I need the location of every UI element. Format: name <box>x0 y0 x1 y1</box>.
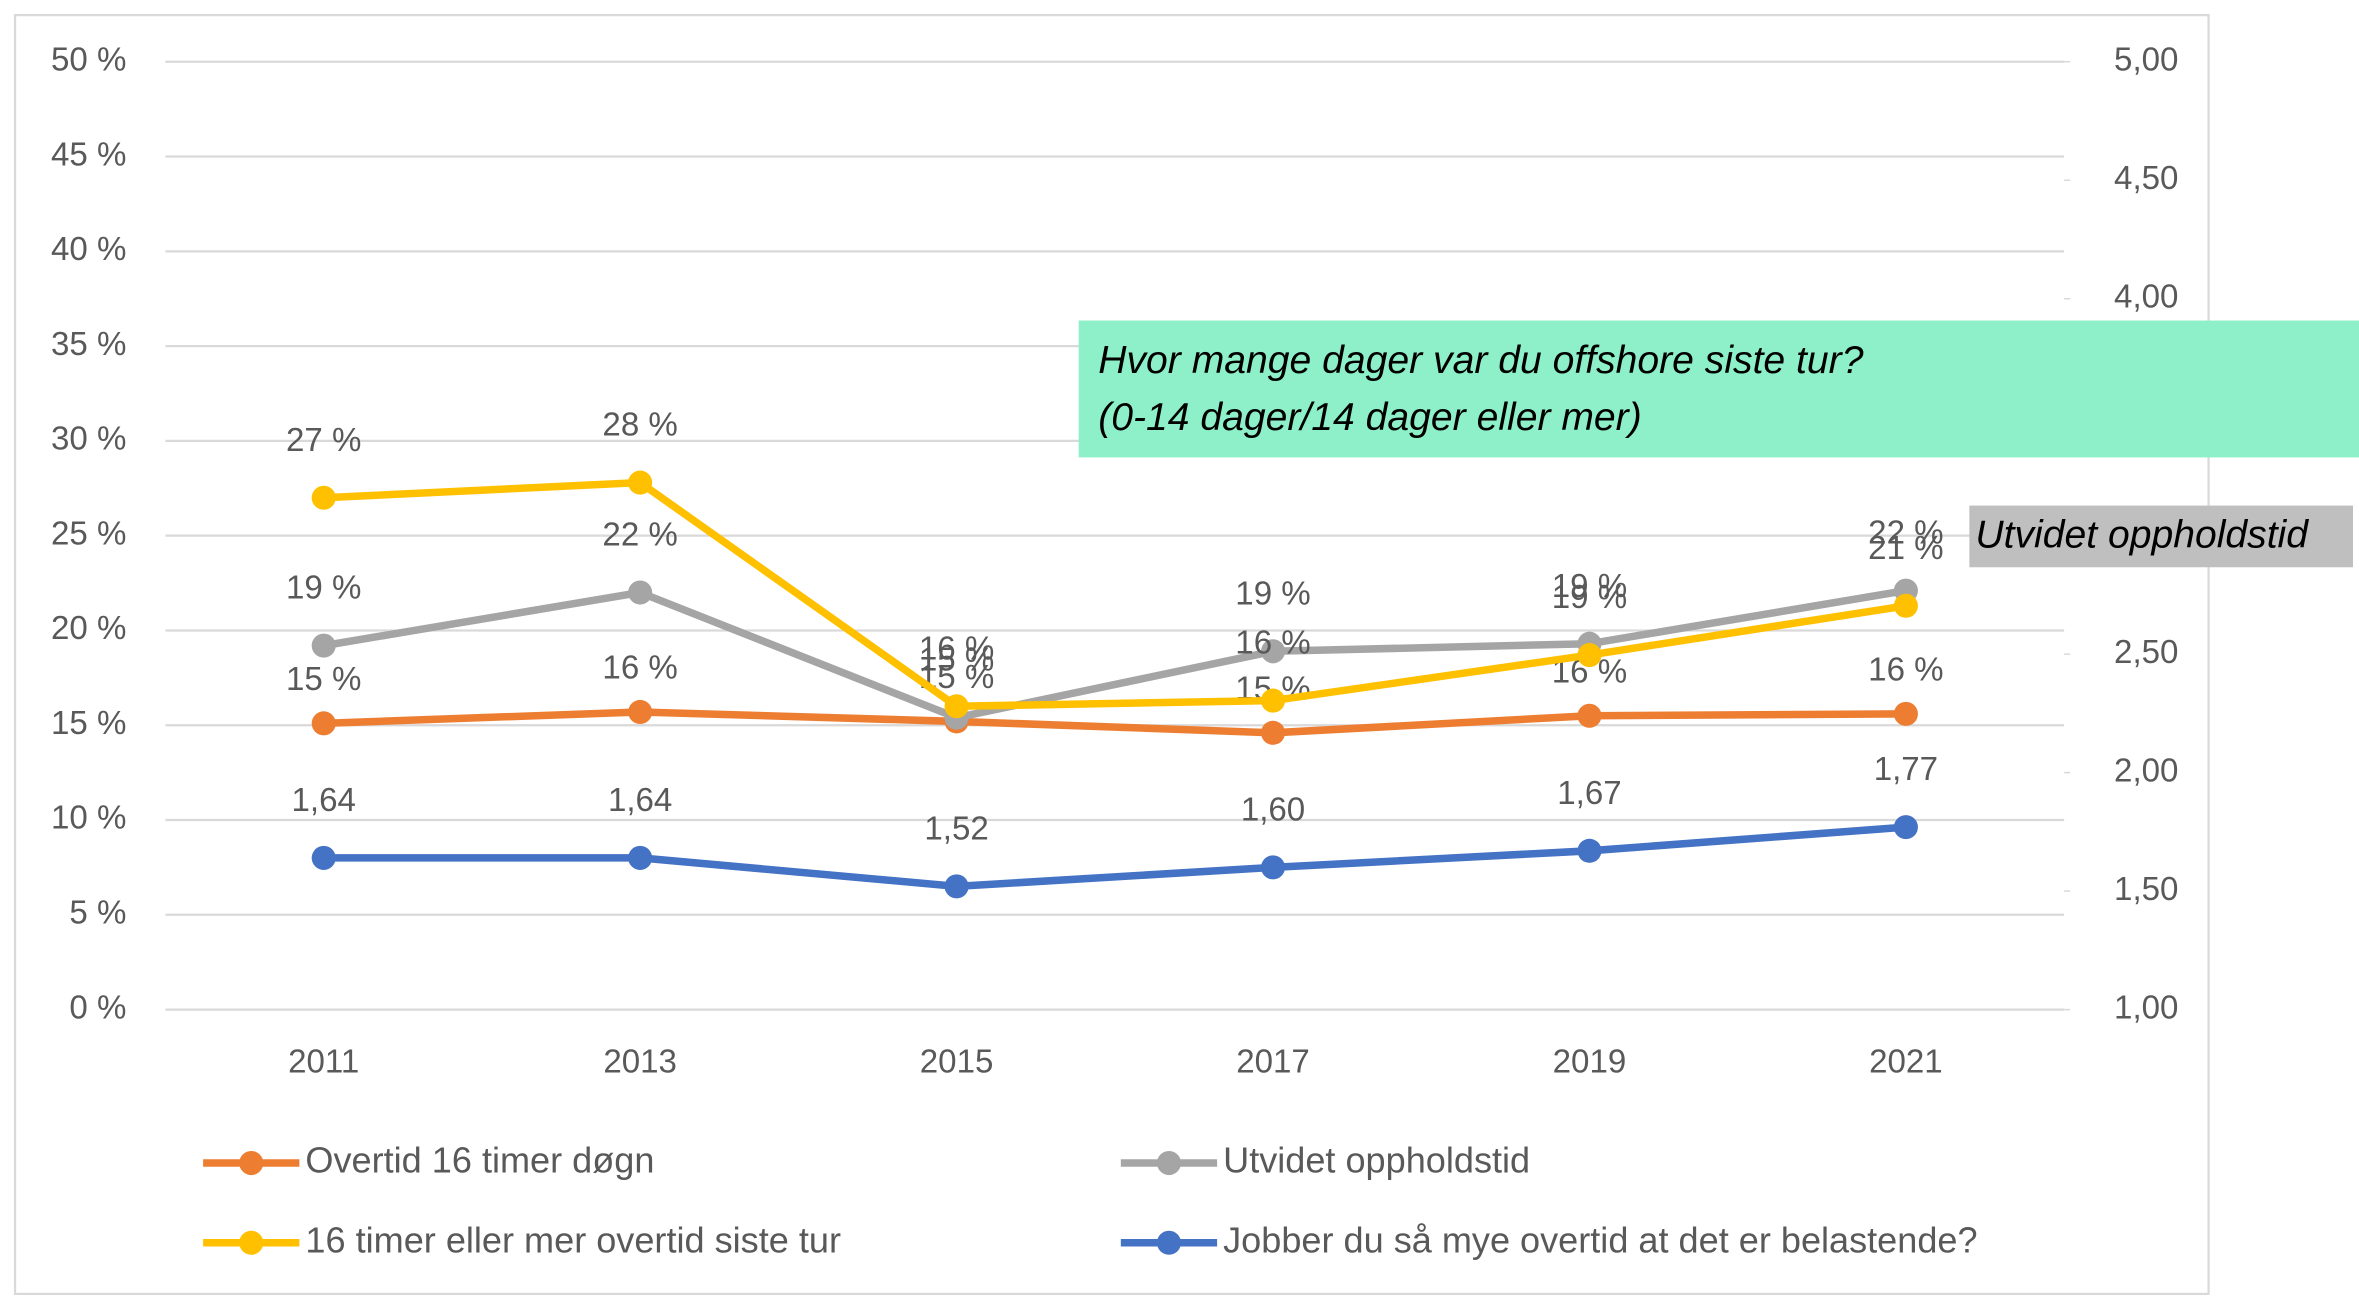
x-tick-label: 2019 <box>1553 1043 1627 1080</box>
data-point <box>1260 688 1286 713</box>
legend-label: Jobber du så mye overtid at det er belas… <box>1223 1219 1977 1260</box>
data-point <box>944 874 969 899</box>
legend-marker <box>239 1230 264 1255</box>
data-point <box>1260 855 1286 880</box>
y-tick-label: 0 % <box>69 989 126 1026</box>
data-point <box>311 845 336 870</box>
legend-label: 16 timer eller mer overtid siste tur <box>305 1219 841 1260</box>
x-tick-label: 2017 <box>1236 1043 1310 1080</box>
chart-frame <box>13 13 2210 1296</box>
data-label: 15 % <box>286 661 361 698</box>
y-tick-label: 15 % <box>51 705 126 742</box>
data-label: 1,77 <box>1874 751 1938 788</box>
y-tick-label: 25 % <box>51 515 126 552</box>
y2-tick-label: 4,00 <box>2114 278 2178 315</box>
legend-label: Utvidet oppholdstid <box>1223 1140 1530 1181</box>
data-point <box>311 633 336 658</box>
data-point <box>1577 643 1602 668</box>
data-label: 1,60 <box>1241 791 1305 828</box>
data-point <box>628 470 653 495</box>
data-point <box>1260 720 1286 745</box>
annotation: Utvidet oppholdstid <box>1975 513 2309 556</box>
data-point <box>628 580 653 605</box>
annotation-box <box>1078 320 2359 458</box>
y2-tick-label: 4,50 <box>2114 160 2178 197</box>
data-label: 27 % <box>286 422 361 459</box>
plot: 15 % 16 % 15 % 15 % 16 % 16 %19 %22 %15 %19 %… <box>286 407 1944 899</box>
data-point <box>1893 815 1918 840</box>
data-label: 22 % <box>1868 515 1943 552</box>
y2-tick-label: 1,00 <box>2114 989 2178 1026</box>
data-label: 16 % <box>1868 651 1943 688</box>
data-label: 19 % <box>286 570 361 607</box>
y-tick-label: 20 % <box>51 610 126 647</box>
legend-label: Overtid 16 timer døgn <box>305 1140 654 1181</box>
data-label: 28 % <box>602 407 677 444</box>
data-label: 19 % <box>1235 575 1310 612</box>
data-label: 16 % <box>602 650 677 687</box>
series-line <box>323 708 1906 737</box>
data-label: 16 % <box>919 630 994 667</box>
data-label: 1,67 <box>1557 775 1621 812</box>
data-label: 22 % <box>602 517 677 554</box>
data-point <box>628 845 653 870</box>
annotation: Hvor mange dager var du offshore siste t… <box>1098 339 1863 382</box>
data-label: 21 % <box>1868 530 1943 567</box>
y2-tick-label: 2,50 <box>2114 634 2178 671</box>
grid: 0 % 5 % 10 % 15 % 20 % 25 % 30 % 35 % 40 % 45 % 50… <box>51 41 2178 1260</box>
y-tick-label: 30 % <box>51 421 126 458</box>
data-point <box>1577 703 1602 728</box>
y-tick-label: 50 % <box>51 41 126 78</box>
data-point <box>311 485 336 510</box>
data-point <box>944 694 969 719</box>
annotation-box <box>1969 505 2353 568</box>
data-label: 19 % <box>1552 568 1627 605</box>
data-point <box>311 711 336 736</box>
data-point <box>628 699 653 724</box>
data-label: 19 % <box>1552 579 1627 616</box>
y-tick-label: 10 % <box>51 800 126 837</box>
data-point <box>1260 639 1286 664</box>
data-point <box>1893 593 1918 618</box>
y2-tick-label: 5,00 <box>2114 41 2178 78</box>
y-tick-label: 40 % <box>51 231 126 268</box>
legend-marker <box>1156 1150 1182 1176</box>
series-line <box>323 586 1907 722</box>
data-label: 15 % <box>919 642 994 679</box>
x-tick-label: 2011 <box>288 1043 359 1080</box>
legend-marker <box>1156 1230 1182 1255</box>
data-label: 1,52 <box>924 810 988 847</box>
y-tick-label: 5 % <box>69 895 126 932</box>
x-tick-label: 2015 <box>920 1043 994 1080</box>
data-label: 1,64 <box>608 782 672 819</box>
y-tick-label: 35 % <box>51 326 126 363</box>
data-point <box>1577 838 1602 863</box>
y2-tick-label: 2,00 <box>2114 752 2178 789</box>
legend-marker <box>239 1150 264 1176</box>
data-label: 16 % <box>1235 625 1310 662</box>
annotation: (0-14 dager/14 dager eller mer) <box>1098 396 1641 439</box>
series-line <box>323 478 1907 711</box>
x-tick-label: 2013 <box>603 1043 677 1080</box>
series-line <box>323 823 1907 891</box>
data-point <box>1893 701 1918 726</box>
y-tick-label: 45 % <box>51 136 126 173</box>
data-label: 1,64 <box>292 782 356 819</box>
x-tick-label: 2021 <box>1869 1043 1943 1080</box>
y2-tick-label: 1,50 <box>2114 871 2178 908</box>
